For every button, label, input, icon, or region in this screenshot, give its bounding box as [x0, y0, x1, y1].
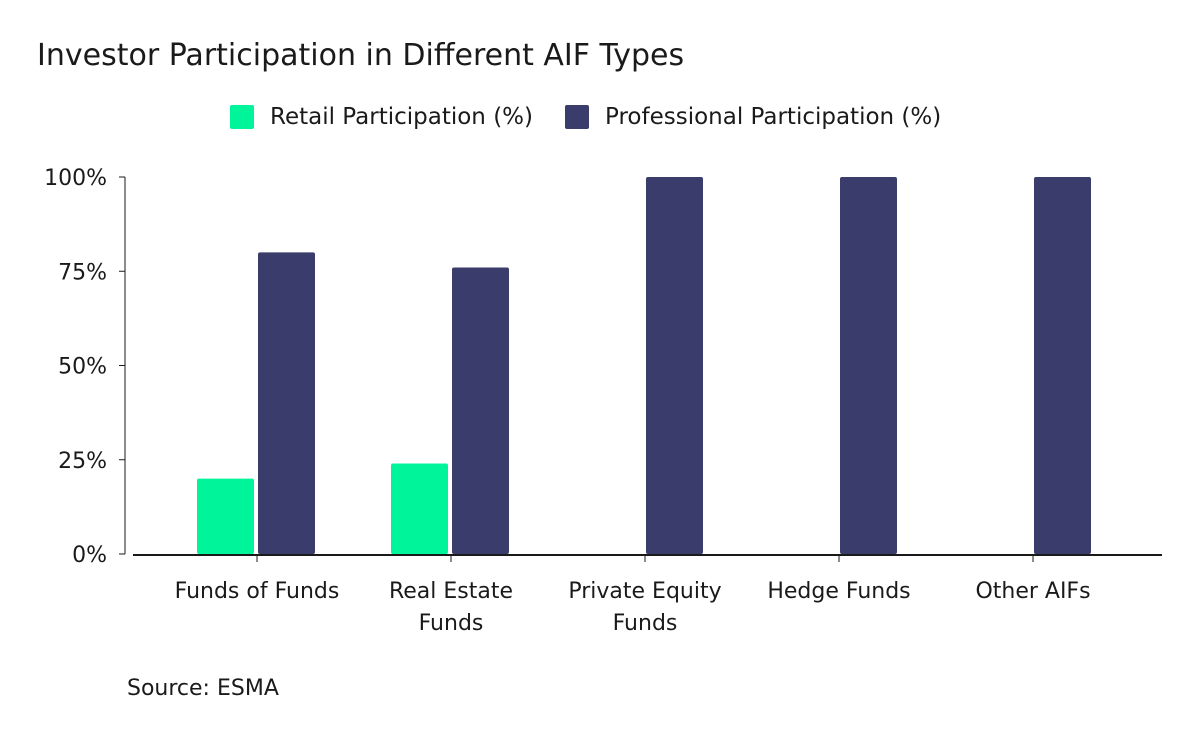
bar-professional — [840, 177, 897, 554]
x-tick-label: Funds — [419, 611, 484, 636]
bar-professional — [1034, 177, 1091, 554]
x-tick-label: Hedge Funds — [767, 579, 910, 604]
x-tick-label: Other AIFs — [975, 579, 1090, 604]
y-tick-label: 100% — [44, 166, 107, 191]
source-note: Source: ESMA — [127, 676, 279, 701]
bar-professional — [452, 267, 509, 554]
bar-professional — [646, 177, 703, 554]
legend-label-professional: Professional Participation (%) — [605, 104, 942, 130]
y-tick-label: 75% — [58, 260, 107, 285]
legend-swatch-retail — [230, 105, 254, 129]
y-tick-label: 0% — [72, 543, 107, 568]
legend-swatch-professional — [565, 105, 589, 129]
x-tick-label: Funds — [613, 611, 678, 636]
legend: Retail Participation (%) Professional Pa… — [230, 104, 973, 130]
legend-item-professional[interactable]: Professional Participation (%) — [565, 104, 941, 130]
bar-retail — [391, 463, 448, 554]
bar-retail — [197, 478, 254, 554]
x-tick-label: Real Estate — [389, 579, 513, 604]
legend-item-retail[interactable]: Retail Participation (%) — [230, 104, 533, 130]
y-tick-label: 50% — [58, 355, 107, 380]
x-tick-label: Private Equity — [568, 579, 721, 604]
bar-professional — [258, 252, 315, 554]
legend-label-retail: Retail Participation (%) — [270, 104, 533, 130]
y-tick-label: 25% — [58, 449, 107, 474]
x-tick-label: Funds of Funds — [175, 579, 340, 604]
chart-title: Investor Participation in Different AIF … — [37, 38, 685, 73]
